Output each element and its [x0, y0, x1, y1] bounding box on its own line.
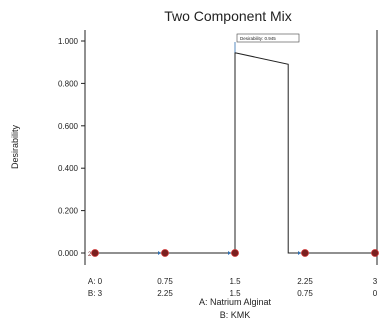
y-tick-label: 0.000	[58, 249, 79, 258]
design-point	[301, 249, 309, 257]
y-tick-label: 0.800	[58, 79, 79, 88]
series-line	[95, 52, 375, 254]
annotation-text: Desirability: 0.945	[240, 36, 276, 41]
x-tick-label-a: 3	[373, 277, 378, 286]
x-tick-label-b: B: 3	[88, 289, 103, 298]
x-tick-label-a: 0.75	[157, 277, 173, 286]
y-tick-label: 0.200	[58, 207, 79, 216]
design-point	[231, 249, 239, 257]
chart-title: Two Component Mix	[164, 8, 292, 24]
flag-arrow	[298, 251, 301, 255]
design-point-group	[91, 249, 379, 257]
design-point	[91, 249, 99, 257]
x-tick-label-b: 0	[373, 289, 378, 298]
x-tick-group: A: 0 B: 3 0.75 2.25 1.5 1.5 2.25 0.75 3 0	[88, 277, 378, 298]
y-axis-label: Desirability	[10, 124, 20, 169]
flag-arrow	[158, 251, 161, 255]
x-axis-label-a: A: Natrium Alginat	[199, 297, 272, 307]
x-tick-label-a: 2.25	[297, 277, 313, 286]
left-marker-label: 2	[88, 252, 92, 258]
flag-arrow	[228, 251, 231, 255]
x-tick-label-b: 1.5	[229, 289, 241, 298]
x-tick-label-a: A: 0	[88, 277, 103, 286]
y-tick-label: 0.400	[58, 164, 79, 173]
y-tick-label: 1.000	[58, 37, 79, 46]
x-tick-label-a: 1.5	[229, 277, 241, 286]
annotation-box	[236, 33, 300, 43]
design-point	[161, 249, 169, 257]
x-axis-label-b: B: KMK	[220, 310, 251, 320]
x-tick-label-b: 2.25	[157, 289, 173, 298]
annotation-callout: Desirability: 0.945	[234, 33, 300, 53]
y-tick-group: 0.000 0.200 0.400 0.600 0.800 1.000	[58, 37, 85, 258]
x-tick-label-b: 0.75	[297, 289, 313, 298]
design-point	[371, 249, 379, 257]
y-tick-label: 0.600	[58, 122, 79, 131]
